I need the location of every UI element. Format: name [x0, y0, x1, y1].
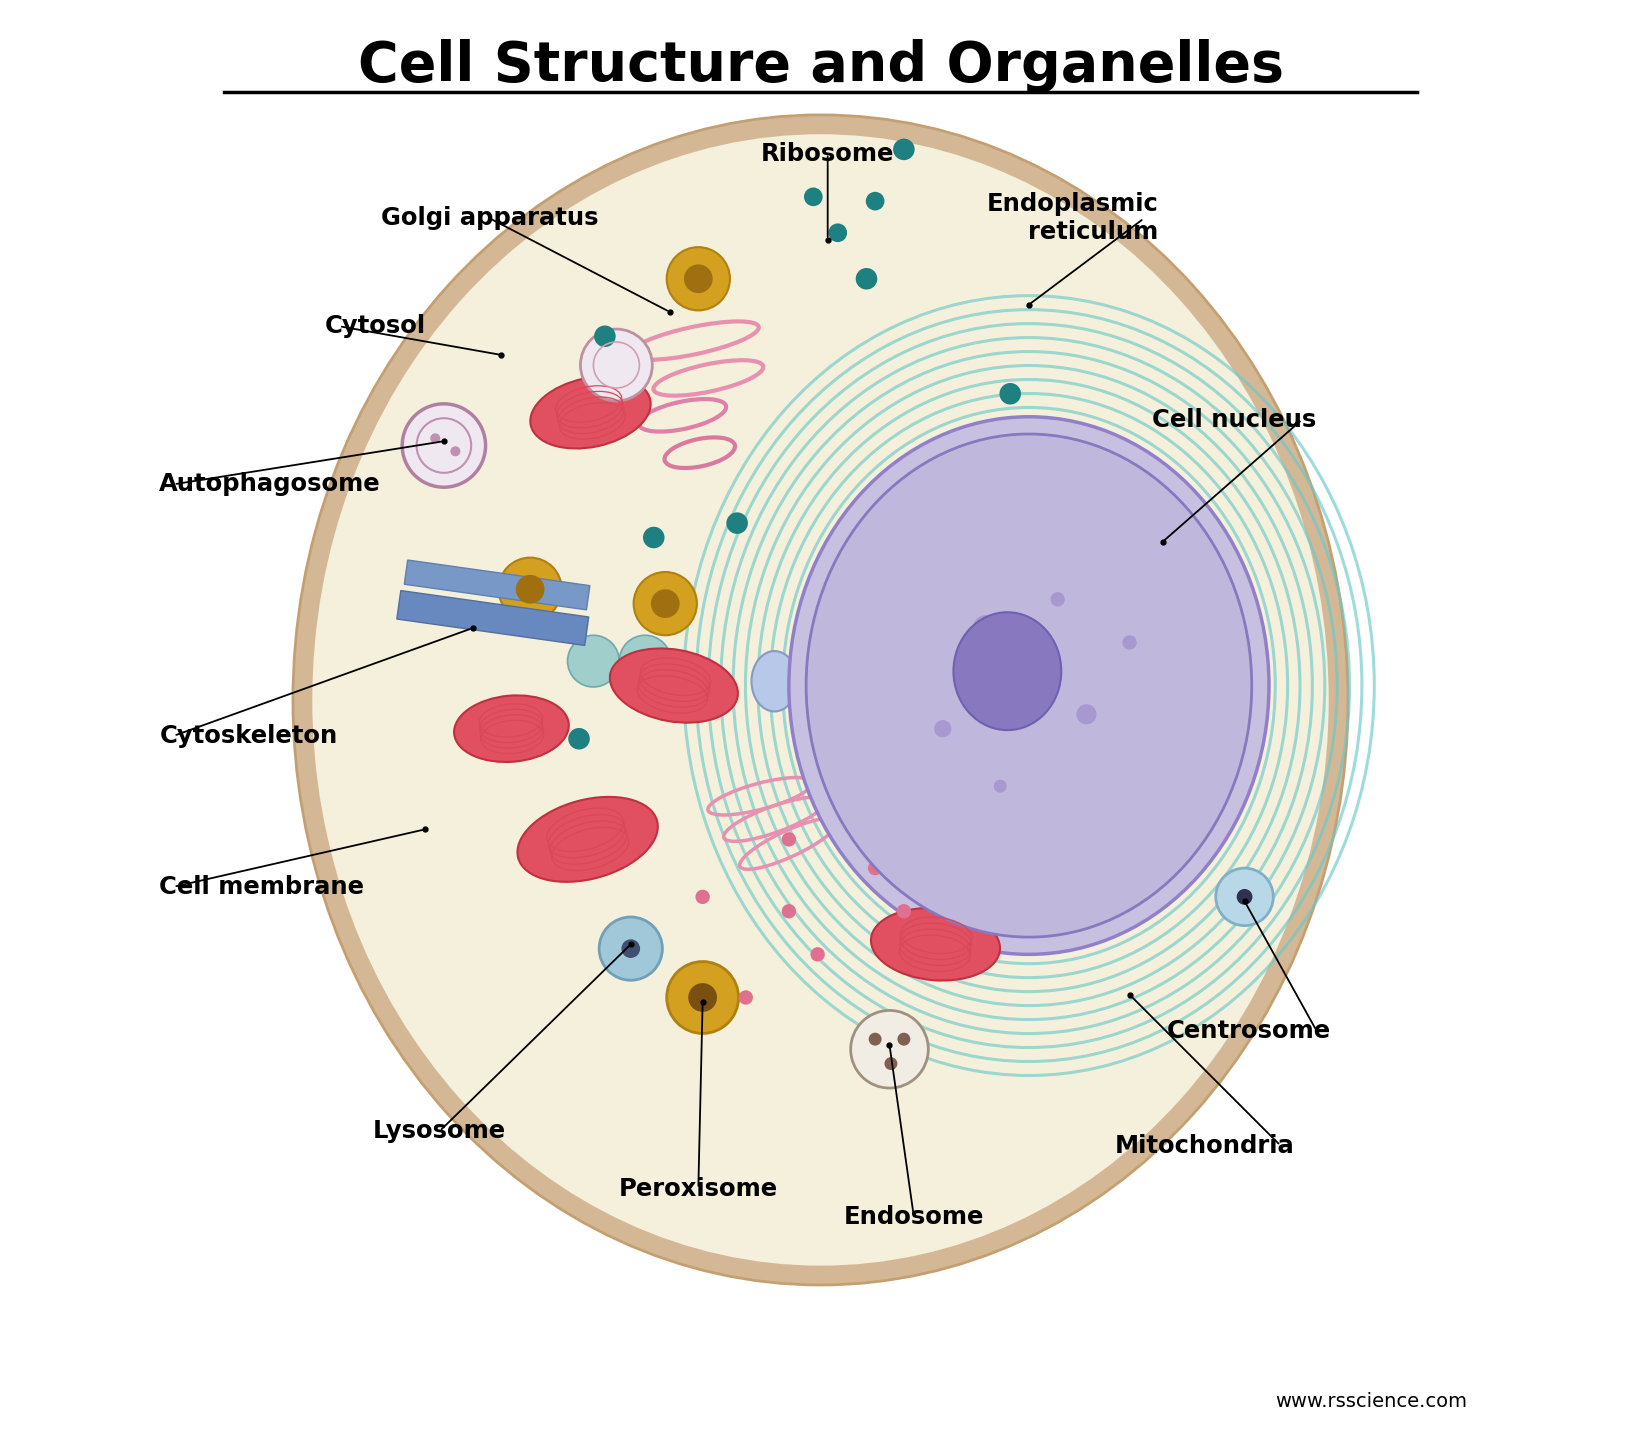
Ellipse shape [310, 133, 1331, 1268]
Ellipse shape [999, 382, 1021, 404]
Bar [397, 590, 589, 645]
Ellipse shape [866, 192, 884, 211]
Ellipse shape [829, 224, 847, 242]
Text: Cell membrane: Cell membrane [159, 874, 364, 899]
Ellipse shape [896, 905, 911, 918]
Ellipse shape [568, 727, 589, 749]
Ellipse shape [581, 329, 653, 401]
Ellipse shape [953, 775, 968, 789]
Ellipse shape [622, 939, 640, 958]
Ellipse shape [912, 785, 935, 807]
Ellipse shape [980, 857, 1001, 879]
Ellipse shape [994, 779, 1006, 792]
Ellipse shape [696, 890, 711, 905]
Text: Peroxisome: Peroxisome [619, 1176, 778, 1201]
Ellipse shape [499, 557, 561, 620]
Text: Cytoskeleton: Cytoskeleton [159, 724, 338, 747]
Ellipse shape [898, 1033, 911, 1046]
Ellipse shape [1012, 804, 1026, 818]
Ellipse shape [868, 1033, 881, 1046]
Ellipse shape [811, 947, 825, 961]
Ellipse shape [633, 571, 697, 635]
Ellipse shape [806, 434, 1252, 937]
Bar [404, 560, 589, 610]
Ellipse shape [294, 115, 1347, 1284]
Ellipse shape [727, 512, 748, 534]
Ellipse shape [950, 714, 971, 734]
Text: Endosome: Endosome [843, 1205, 985, 1229]
Ellipse shape [1195, 570, 1216, 592]
Ellipse shape [781, 833, 796, 847]
Ellipse shape [884, 1058, 898, 1071]
Ellipse shape [1216, 869, 1273, 925]
Ellipse shape [684, 264, 712, 293]
Ellipse shape [450, 446, 461, 456]
Ellipse shape [610, 648, 738, 723]
Ellipse shape [619, 635, 671, 687]
Ellipse shape [1237, 889, 1252, 905]
Ellipse shape [835, 613, 857, 635]
Ellipse shape [868, 861, 883, 876]
Text: www.rsscience.com: www.rsscience.com [1275, 1392, 1467, 1411]
Text: Cell nucleus: Cell nucleus [1152, 407, 1316, 431]
Ellipse shape [568, 635, 619, 687]
Ellipse shape [1122, 635, 1137, 649]
Ellipse shape [594, 326, 615, 348]
Text: Centrosome: Centrosome [1167, 1019, 1331, 1042]
Ellipse shape [853, 818, 868, 833]
Ellipse shape [934, 720, 952, 737]
Ellipse shape [1050, 592, 1065, 606]
Text: Lysosome: Lysosome [373, 1120, 505, 1143]
Ellipse shape [781, 905, 796, 918]
Ellipse shape [666, 247, 730, 310]
Ellipse shape [850, 1010, 929, 1088]
Text: Golgi apparatus: Golgi apparatus [381, 206, 599, 231]
Ellipse shape [953, 612, 1062, 730]
Ellipse shape [871, 908, 999, 981]
Text: Ribosome: Ribosome [761, 141, 894, 166]
Ellipse shape [530, 377, 651, 449]
Ellipse shape [515, 574, 545, 603]
Text: Autophagosome: Autophagosome [159, 472, 381, 496]
Ellipse shape [651, 589, 679, 618]
Ellipse shape [430, 433, 440, 443]
Ellipse shape [752, 651, 798, 711]
Ellipse shape [738, 990, 753, 1004]
Ellipse shape [688, 983, 717, 1012]
Ellipse shape [804, 188, 822, 206]
Ellipse shape [1122, 771, 1145, 792]
Ellipse shape [1157, 685, 1180, 707]
Ellipse shape [643, 527, 665, 548]
Ellipse shape [402, 404, 486, 488]
Ellipse shape [1076, 704, 1096, 724]
Ellipse shape [517, 797, 658, 882]
Ellipse shape [455, 696, 569, 762]
Ellipse shape [973, 615, 999, 641]
Ellipse shape [907, 527, 929, 548]
Ellipse shape [789, 417, 1268, 954]
Ellipse shape [855, 268, 878, 290]
Ellipse shape [893, 139, 914, 160]
Ellipse shape [599, 916, 663, 980]
Text: Mitochondria: Mitochondria [1116, 1134, 1295, 1157]
Text: Endoplasmic
reticulum: Endoplasmic reticulum [986, 192, 1159, 244]
Text: Cell Structure and Organelles: Cell Structure and Organelles [358, 39, 1283, 92]
Text: Cytosol: Cytosol [325, 315, 425, 338]
Ellipse shape [666, 961, 738, 1033]
